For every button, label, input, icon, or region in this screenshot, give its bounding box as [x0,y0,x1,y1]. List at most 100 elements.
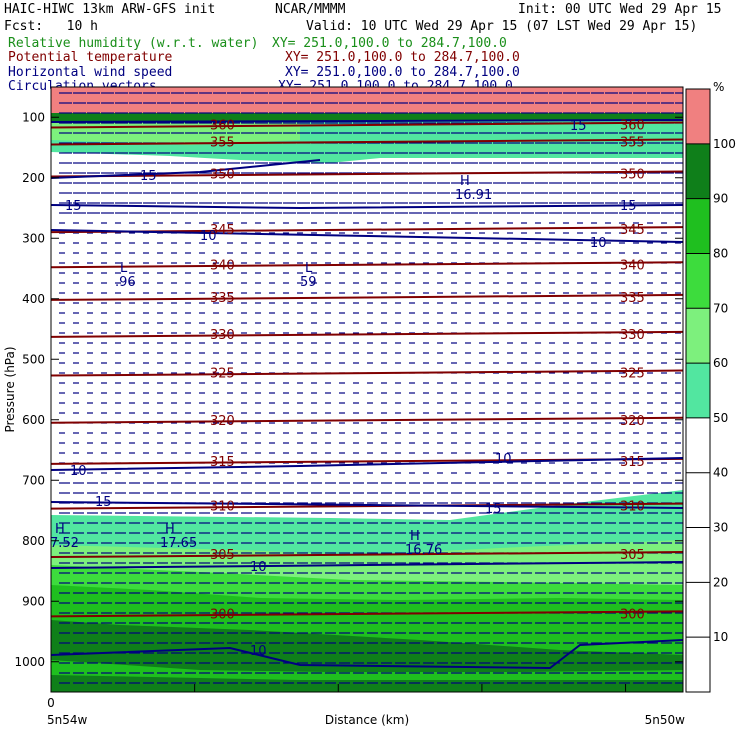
colorbar-label-40: 40 [713,466,728,480]
field-theta-name: Potential temperature [8,50,173,65]
theta-contour-310 [51,502,683,510]
wind-label-2: 15 [620,199,637,214]
x-end-label-right: 5n50w [645,713,686,727]
colorbar: 10 20 30 40 50 60 70 80 90 100% [685,80,736,693]
theta-label-310-0: 310 [210,500,235,515]
wind-contour-6 [51,561,683,569]
wind-label-9: 15 [485,502,502,517]
colorbar-label-70: 70 [713,301,728,315]
plot-frame [50,86,684,693]
model-title: HAIC-HIWC 13km ARW-GFS init [4,2,216,17]
x-tick-label-0: 0 [47,696,55,710]
colorbar-swatch-80 [686,198,710,254]
wind-contour-2 [51,204,683,210]
field-rh-xy: XY= 251.0,100.0 to 284.7,100.0 [272,36,507,51]
theta-label-310-1: 310 [620,500,645,515]
wind-label-4: 10 [200,229,217,244]
theta-label-360-1: 360 [620,119,645,134]
wind-contour-5 [51,501,683,509]
theta-label-320-0: 320 [210,414,235,429]
field-theta-xy: XY= 251.0,100.0 to 284.7,100.0 [285,50,520,65]
extremum-H-3: H [55,522,65,537]
colorbar-label-80: 80 [713,246,728,260]
theta-contour-305 [51,551,683,559]
theta-contour-330 [51,330,683,338]
theta-contour-335 [51,293,683,301]
extremum-value-0: 16.91 [455,188,492,203]
wind-label-10: 10 [250,560,267,575]
colorbar-swatch-90 [686,143,710,199]
y-tick-label-800: 800 [22,534,45,548]
wind-contour-7 [51,639,683,670]
theta-label-360-0: 360 [210,119,235,134]
init-time: Init: 00 UTC Wed 29 Apr 15 [518,2,722,17]
y-tick-label-700: 700 [22,473,45,487]
label-layer: 300 300 305 305 310 310 315 315 320 320 325 325 330 3… [50,119,645,659]
theta-label-330-1: 330 [620,328,645,343]
axes-layer: 100 200 300 400 500 600 700 800 900 1000 0 5n54w 5n5… [3,86,686,727]
theta-contour-320 [51,416,683,424]
y-axis-label: Pressure (hPa) [3,346,17,432]
x-end-label-left: 5n54w [47,713,88,727]
wind-label-7: 10 [495,452,512,467]
wind-contour-3 [51,229,683,243]
colorbar-label-20: 20 [713,575,728,589]
field-rh-name: Relative humidity (w.r.t. water) [8,36,259,51]
center-label: NCAR/MMMM [275,2,346,17]
theta-label-300-1: 300 [620,607,645,622]
theta-label-355-1: 355 [620,135,645,150]
colorbar-label-100: 100 [713,137,736,151]
colorbar-label-10: 10 [713,630,728,644]
colorbar-swatch-50 [686,363,710,418]
wind-label-6: 10 [70,464,87,479]
theta-label-340-1: 340 [620,258,645,273]
wind-contour-1 [51,159,321,179]
theta-label-330-0: 330 [210,328,235,343]
theta-label-345-0: 345 [210,223,235,238]
wind-contour-0 [51,119,683,123]
x-axis-label: Distance (km) [325,713,409,727]
theta-label-345-1: 345 [620,223,645,238]
theta-label-315-1: 315 [620,455,645,470]
y-tick-label-500: 500 [22,352,45,366]
y-tick-label-100: 100 [22,110,45,124]
theta-label-350-0: 350 [210,168,235,183]
extremum-value-4: 17.65 [160,536,197,551]
theta-contour-350 [51,170,683,178]
field-wind-xy: XY= 251.0,100.0 to 284.7,100.0 [285,65,520,80]
colorbar-swatch-100 [686,89,710,144]
extremum-H-5: H [410,529,420,544]
wind-label-0: 15 [570,119,587,134]
wind-contour-4 [51,457,683,471]
colorbar-label-60: 60 [713,356,728,370]
theta-label-340-0: 340 [210,258,235,273]
colorbar-unit: % [713,80,724,94]
theta-contour-355 [51,138,683,146]
theta-contour-360 [51,121,683,129]
colorbar-label-50: 50 [713,411,728,425]
theta-label-315-0: 315 [210,455,235,470]
field-wind-name: Horizontal wind speed [8,65,173,80]
colorbar-label-90: 90 [713,192,728,206]
theta-label-325-0: 325 [210,367,235,382]
theta-label-300-0: 300 [210,607,235,622]
extremum-H-0: H [460,174,470,189]
extremum-L-2: L [305,261,313,276]
extremum-L-1: L [120,261,128,276]
wind-label-8: 15 [95,495,112,510]
theta-contour-325 [51,369,683,377]
rh-fill-region-1 [51,113,683,121]
y-tick-label-200: 200 [22,171,45,185]
valid-time: Valid: 10 UTC Wed 29 Apr 15 (07 LST Wed … [306,19,698,34]
extremum-value-3: 7.52 [50,536,79,551]
theta-label-335-1: 335 [620,291,645,306]
wind-label-3: 15 [65,199,82,214]
colorbar-swatch-70 [686,253,710,309]
theta-label-335-0: 335 [210,291,235,306]
theta-contour-340 [51,261,683,269]
rh-fill-region-0 [51,87,683,113]
wind-label-1: 15 [140,169,157,184]
colorbar-label-30: 30 [713,521,728,535]
colorbar-swatch-60 [686,308,710,364]
